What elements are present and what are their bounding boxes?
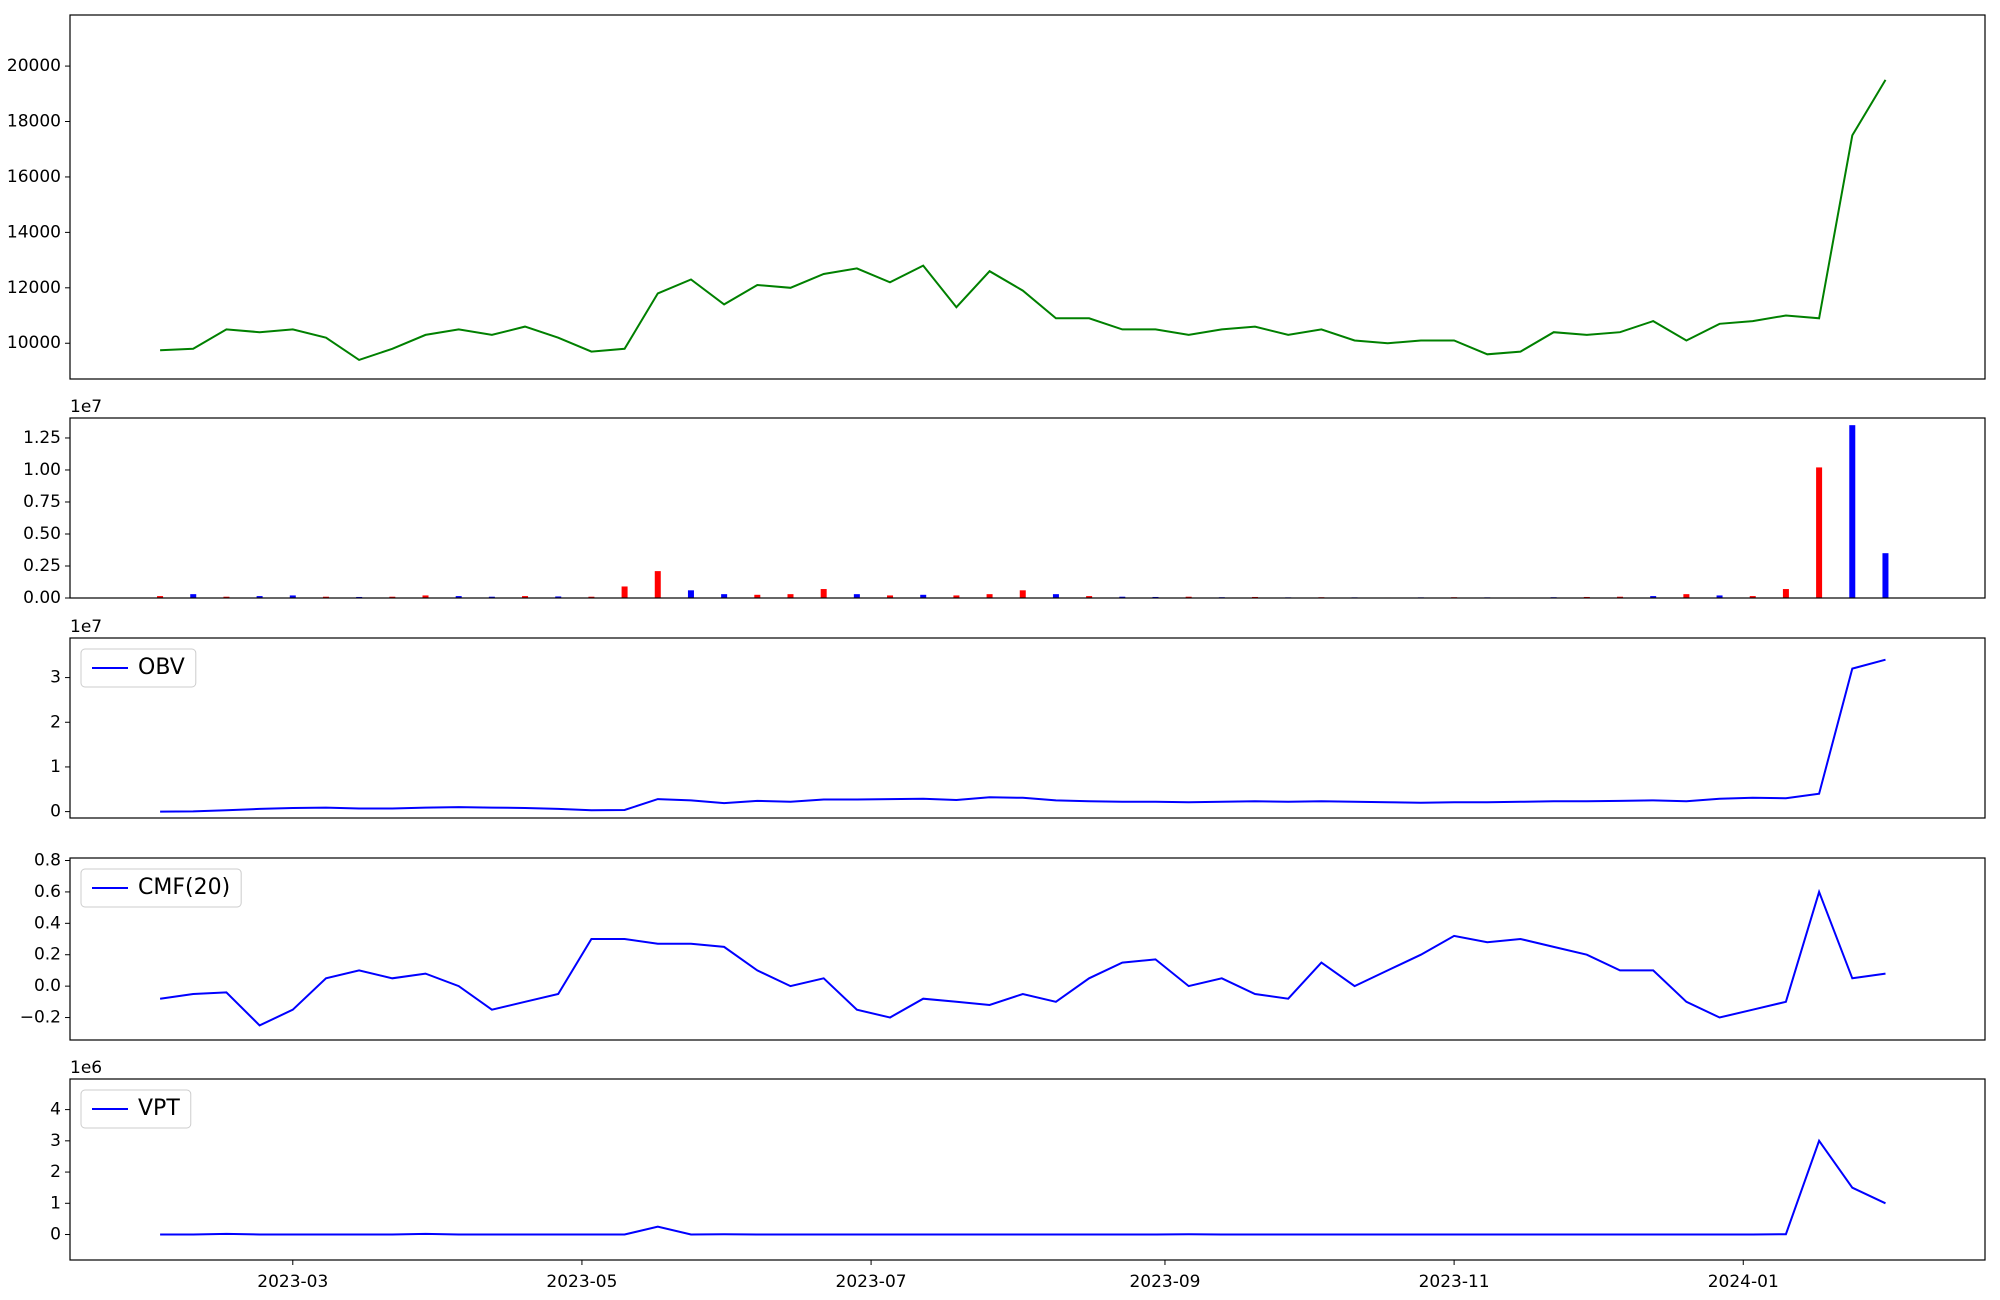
y-tick-label: 0.8 [34, 851, 61, 871]
x-tick-label: 2023-09 [1129, 1272, 1200, 1292]
plot-frame [69, 1078, 1986, 1261]
y-tick-label: 0.4 [34, 913, 61, 933]
line [160, 658, 1886, 813]
bar [1816, 467, 1823, 598]
bar [1617, 596, 1624, 598]
bar [1119, 596, 1126, 598]
y-tick-label: 1 [50, 1193, 61, 1213]
x-tick-label: 2023-07 [836, 1272, 907, 1292]
y-tick-label: 3 [50, 1131, 61, 1151]
bar [1716, 595, 1723, 598]
plot-frame [69, 417, 1986, 599]
plot-frame [69, 857, 1986, 1041]
offset-label: 1e6 [70, 1058, 102, 1078]
plot-frame [69, 637, 1986, 819]
y-tick-label: 20000 [7, 56, 61, 76]
bar [853, 594, 860, 598]
bar [555, 596, 562, 598]
bar [986, 594, 993, 598]
y-tick-label: 0.75 [23, 492, 61, 512]
y-tick-label: 1.25 [23, 428, 61, 448]
y-tick-label: 2 [50, 1162, 61, 1182]
bar [256, 596, 263, 598]
offset-label: 1e7 [70, 397, 102, 417]
y-tick-label: 16000 [7, 167, 61, 187]
bar [157, 596, 164, 598]
bar [1782, 589, 1789, 598]
y-tick-label: 0.25 [23, 556, 61, 576]
bar [654, 571, 661, 598]
bar [1019, 590, 1026, 598]
offset-label: 1e7 [70, 617, 102, 637]
bar [687, 590, 694, 598]
x-tick-label: 2023-05 [546, 1272, 617, 1292]
legend-box [80, 868, 242, 908]
y-tick-label: 0.50 [23, 524, 61, 544]
y-tick-label: 18000 [7, 112, 61, 132]
y-tick-label: 0.00 [23, 588, 61, 608]
plot-frame [69, 14, 1986, 380]
line [160, 1138, 1886, 1236]
y-tick-label: 1.00 [23, 460, 61, 480]
y-tick-label: 0.6 [34, 882, 61, 902]
bar [1052, 594, 1059, 598]
y-tick-label: 0 [50, 1225, 61, 1245]
bar [621, 586, 628, 598]
legend-label: OBV [138, 655, 185, 680]
bar [787, 594, 794, 598]
y-tick-label: 14000 [7, 222, 61, 242]
bar [1650, 596, 1657, 598]
bar [820, 589, 827, 598]
y-tick-label: 0.2 [34, 945, 61, 965]
bar [389, 596, 396, 598]
y-tick-label: 10000 [7, 333, 61, 353]
bar [455, 596, 462, 598]
line [160, 79, 1887, 362]
x-tick-label: 2024-01 [1708, 1272, 1779, 1292]
x-tick-label: 2023-11 [1419, 1272, 1490, 1292]
y-tick-label: 4 [50, 1100, 61, 1120]
bar [1683, 594, 1690, 598]
y-tick-label: 12000 [7, 278, 61, 298]
x-tick-label: 2023-03 [257, 1272, 328, 1292]
bar [422, 595, 429, 598]
bar [721, 594, 728, 598]
legend-label: VPT [138, 1096, 180, 1121]
bar [190, 594, 197, 598]
y-tick-label: 0.0 [34, 976, 61, 996]
legend-box [80, 648, 197, 688]
line [159, 888, 1886, 1027]
bar [588, 596, 595, 598]
y-tick-label: 3 [50, 668, 61, 688]
bar [223, 596, 230, 598]
bar [887, 595, 894, 598]
bar [754, 594, 761, 598]
y-tick-label: 2 [50, 712, 61, 732]
y-tick-label: −0.2 [20, 1008, 61, 1028]
bar [522, 596, 529, 598]
bar [1086, 596, 1093, 598]
bar [488, 596, 495, 598]
bar [1849, 425, 1856, 598]
bar [1185, 596, 1192, 598]
bar [1882, 553, 1889, 598]
bar [322, 596, 329, 598]
bar [289, 595, 296, 598]
legend-box [80, 1089, 192, 1129]
legend-label: CMF(20) [138, 875, 230, 900]
bar [953, 595, 960, 598]
y-tick-label: 1 [50, 757, 61, 777]
y-tick-label: 0 [50, 802, 61, 822]
bar [1749, 596, 1756, 598]
bar [920, 594, 927, 598]
